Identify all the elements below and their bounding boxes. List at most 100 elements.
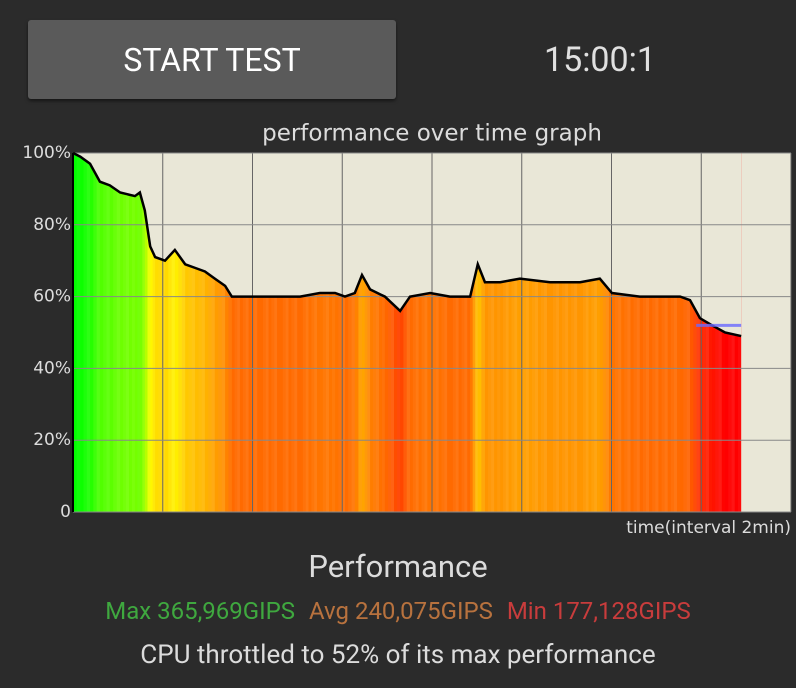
area-fill: [262, 153, 267, 512]
area-fill: [461, 153, 465, 512]
area-fill: [123, 153, 127, 512]
area-fill: [470, 153, 474, 512]
area-fill: [174, 153, 179, 512]
area-fill: [131, 153, 136, 512]
y-tick-label: 20%: [33, 430, 71, 450]
area-mask: [73, 153, 742, 337]
area-fill: [464, 153, 468, 512]
area-fill: [447, 153, 451, 512]
area-fill: [690, 153, 694, 512]
area-fill: [378, 153, 383, 512]
area-fill: [594, 153, 598, 512]
area-fill: [544, 153, 548, 512]
area-fill: [553, 153, 557, 512]
area-fill: [332, 153, 336, 512]
area-fill: [693, 153, 698, 512]
area-fill: [652, 153, 656, 512]
area-fill: [311, 153, 315, 512]
area-fill: [364, 153, 368, 512]
area-fill: [129, 153, 133, 512]
area-fill: [505, 153, 510, 512]
area-fill: [282, 153, 287, 512]
area-fill: [661, 153, 666, 512]
area-fill: [696, 153, 701, 512]
area-fill: [204, 153, 209, 512]
area-fill: [683, 153, 688, 512]
area-fill: [341, 153, 346, 512]
chart-title: performance over time graph: [262, 121, 602, 147]
area-fill: [300, 153, 304, 512]
y-tick-label: 100%: [22, 143, 71, 163]
area-fill: [328, 153, 333, 512]
area-fill: [390, 153, 395, 512]
area-fill: [218, 153, 223, 512]
area-fill: [245, 153, 250, 512]
start-test-button[interactable]: START TEST: [28, 20, 396, 99]
area-fill: [201, 153, 206, 512]
area-fill: [424, 153, 428, 512]
area-fill: [319, 153, 324, 512]
area-fill: [565, 153, 569, 512]
area-fill: [348, 153, 353, 512]
area-fill: [630, 153, 635, 512]
area-fill: [415, 153, 420, 512]
area-fill: [433, 153, 437, 512]
area-fill: [191, 153, 196, 512]
area-fill: [370, 153, 374, 512]
area-fill: [458, 153, 462, 512]
area-fill: [260, 153, 264, 512]
area-fill: [705, 153, 710, 512]
area-fill: [403, 153, 408, 512]
area-fill: [481, 153, 486, 512]
area-fill: [708, 153, 713, 512]
area-fill: [155, 153, 159, 512]
area-fill: [605, 153, 610, 512]
area-fill: [541, 153, 545, 512]
area-fill: [562, 153, 566, 512]
area-fill: [338, 153, 343, 512]
area-fill: [639, 153, 644, 512]
area-fill: [221, 153, 226, 512]
area-fill: [384, 153, 389, 512]
area-fill: [214, 153, 219, 512]
area-fill: [257, 153, 261, 512]
area-fill: [645, 153, 650, 512]
area-fill: [537, 153, 542, 512]
area-fill: [472, 153, 476, 512]
area-fill: [571, 153, 575, 512]
y-tick-label: 80%: [33, 215, 71, 235]
area-fill: [150, 153, 154, 512]
area-fill: [168, 153, 173, 512]
area-fill: [358, 153, 363, 512]
area-fill: [624, 153, 628, 512]
area-fill: [185, 153, 189, 512]
area-fill: [234, 153, 238, 512]
area-fill: [615, 153, 619, 512]
y-tick-label: 60%: [33, 287, 71, 307]
area-fill: [126, 153, 130, 512]
empty-plot: [741, 153, 791, 512]
area-fill: [556, 153, 560, 512]
area-fill: [427, 153, 431, 512]
min-stat: Min 177,128GIPS: [506, 597, 691, 625]
area-fill: [225, 153, 229, 512]
area-fill: [367, 153, 371, 512]
area-fill: [139, 153, 143, 512]
area-fill: [113, 153, 118, 512]
avg-stat: Avg 240,075GIPS: [308, 597, 493, 625]
area-fill: [297, 153, 301, 512]
area-fill: [642, 153, 647, 512]
area-fill: [316, 153, 321, 512]
y-tick-label: 40%: [33, 358, 71, 378]
area-fill: [344, 153, 349, 512]
area-fill: [702, 153, 707, 512]
area-fill: [677, 153, 681, 512]
area-fill: [302, 153, 307, 512]
area-fill: [528, 153, 533, 512]
area-fill: [285, 153, 290, 512]
area-fill: [103, 153, 108, 512]
area-fill: [686, 153, 691, 512]
area-fill: [231, 153, 236, 512]
area-fill: [387, 153, 392, 512]
area-fill: [550, 153, 554, 512]
